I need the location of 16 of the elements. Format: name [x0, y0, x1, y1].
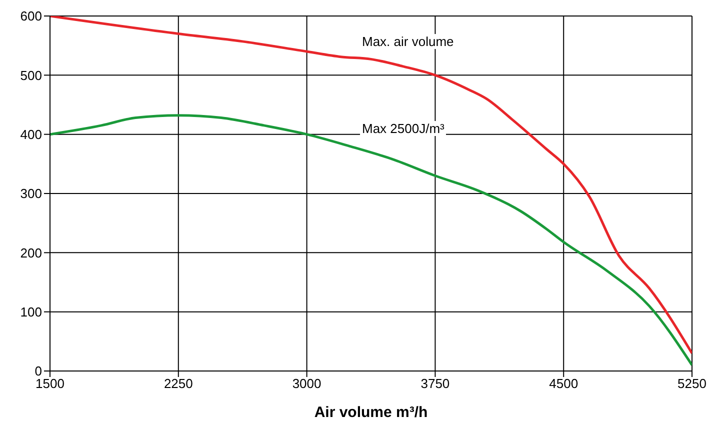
y-tick-label: 0	[34, 364, 42, 379]
x-tick-label: 2250	[164, 376, 193, 392]
y-tick-label: 600	[20, 8, 42, 24]
y-tick-label: 400	[20, 126, 42, 142]
annotation: Max 2500J/m³	[360, 121, 446, 136]
y-tick-label: 300	[20, 186, 42, 202]
x-tick-label: 1500	[36, 376, 64, 392]
y-tick-label: 500	[20, 68, 42, 83]
x-tick-label: 3000	[292, 376, 322, 392]
y-tick-label: 200	[20, 245, 42, 260]
x-tick-label: 5250	[678, 376, 706, 392]
x-tick-label: 3750	[420, 376, 450, 392]
y-tick-label: 100	[20, 304, 42, 320]
x-tick-label: 4500	[549, 376, 578, 392]
x-axis-title: Air volume m³/h	[314, 404, 428, 421]
annotation: Max. air volume	[360, 34, 456, 49]
